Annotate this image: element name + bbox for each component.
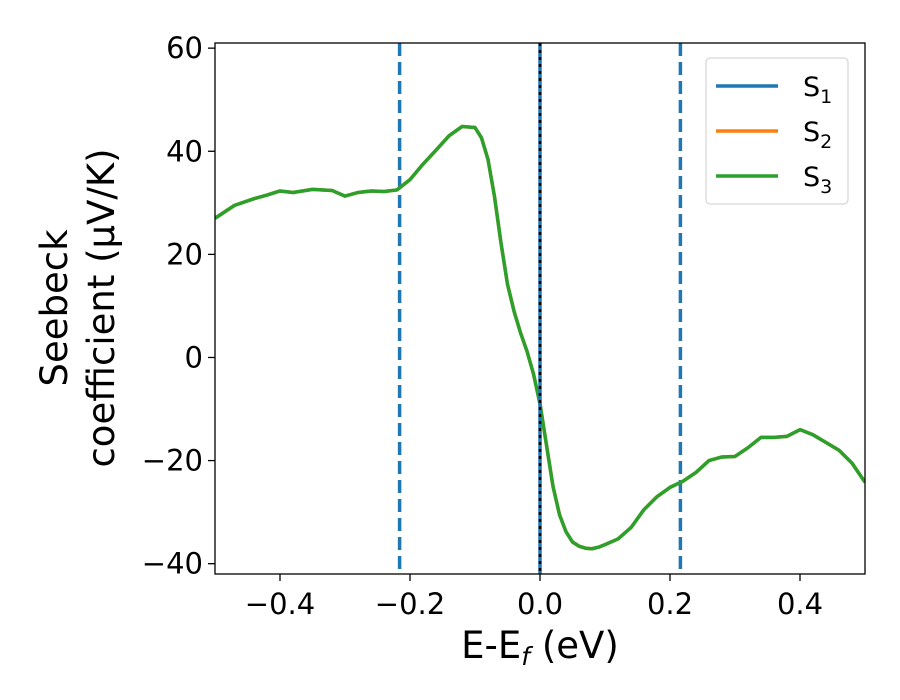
series-lines xyxy=(215,124,865,551)
y-tick-label: 20 xyxy=(166,237,203,271)
legend-label-s2: S2 xyxy=(803,117,832,153)
x-tick-label: −0.2 xyxy=(375,587,445,621)
y-axis-label: Seebeck coefficient (μV/K) xyxy=(33,148,123,467)
x-tick-label: −0.4 xyxy=(245,587,315,621)
y-tick-label: 0 xyxy=(185,340,203,374)
legend-label-s3: S3 xyxy=(803,162,832,198)
x-tick-label: 0.4 xyxy=(777,587,823,621)
x-axis-label-main: E-E xyxy=(461,624,521,667)
legend: S1 S2 S3 xyxy=(705,57,849,205)
y-tick-label: 40 xyxy=(166,134,203,168)
y-axis-ticks: −40 −20 0 20 40 60 xyxy=(142,31,215,581)
y-tick-label: −40 xyxy=(142,547,203,581)
y-axis-label-line1: Seebeck xyxy=(33,229,76,387)
x-tick-label: 0.0 xyxy=(517,587,563,621)
y-tick-label: −20 xyxy=(142,444,203,478)
y-axis-label-line2: coefficient (μV/K) xyxy=(80,148,123,467)
y-tick-label: 60 xyxy=(166,31,203,65)
legend-label-s1: S1 xyxy=(803,72,832,108)
x-axis-label-unit: (eV) xyxy=(530,624,619,667)
x-tick-label: 0.2 xyxy=(647,587,693,621)
x-axis-label: E-Ef (eV) xyxy=(461,624,619,671)
reference-lines xyxy=(397,43,683,574)
x-axis-ticks: −0.4 −0.2 0.0 0.2 0.4 xyxy=(245,574,823,621)
series-3-line xyxy=(215,124,865,551)
